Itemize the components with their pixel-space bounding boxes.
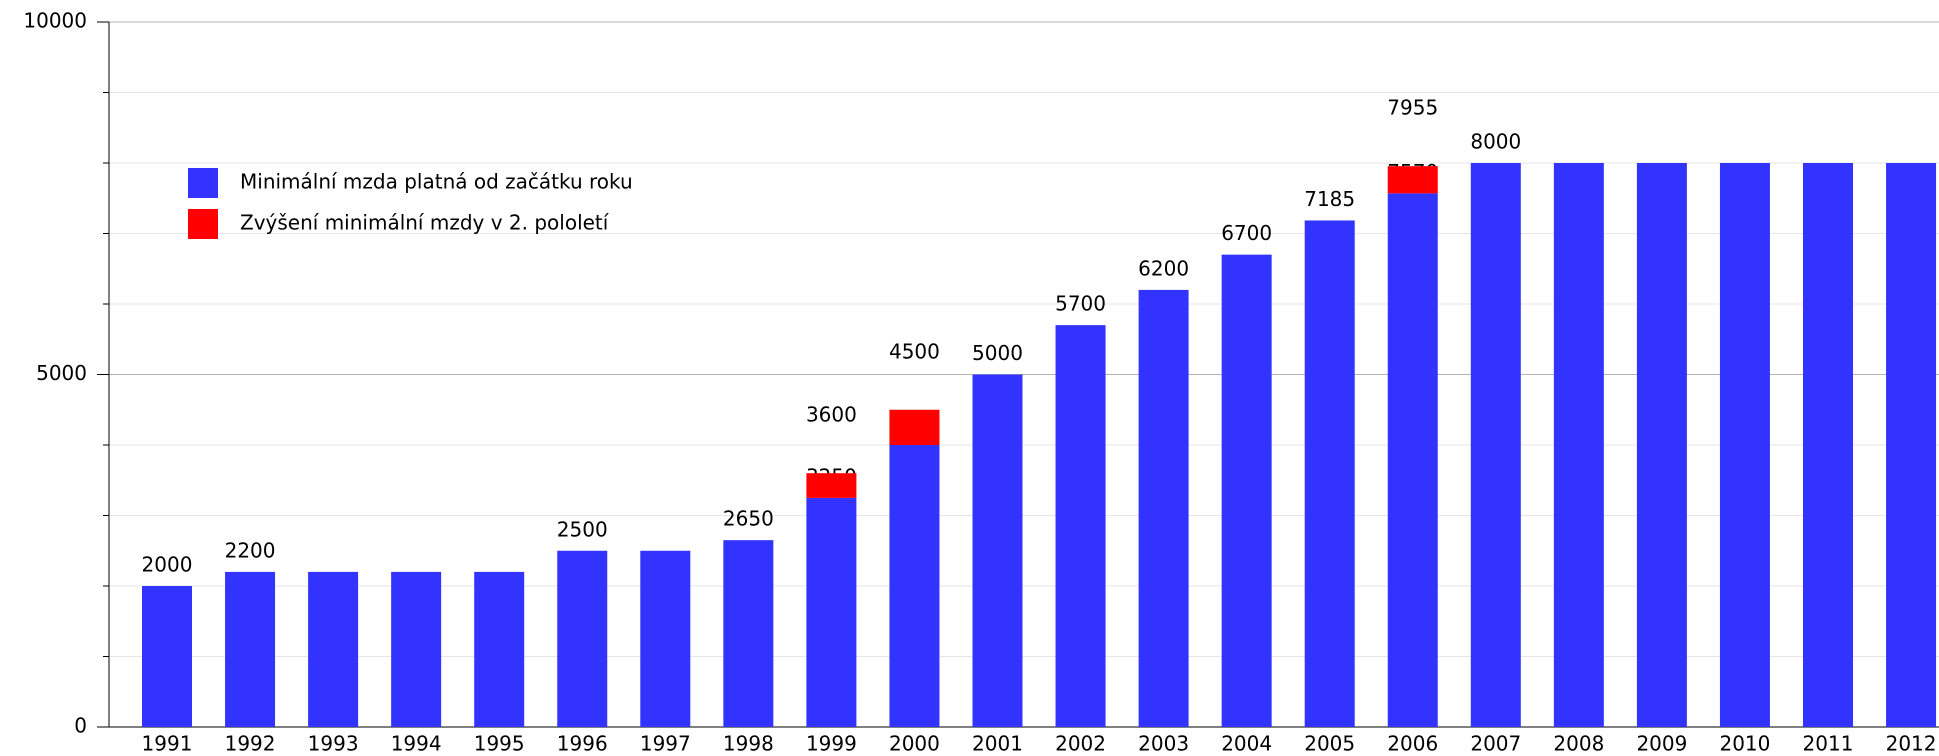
x-tick-label: 2002 bbox=[1055, 732, 1106, 756]
bar-segment bbox=[1553, 163, 1604, 727]
bar-segment bbox=[1304, 220, 1355, 727]
bar-segment bbox=[1470, 163, 1521, 727]
data-label: 2200 bbox=[225, 538, 276, 562]
bar-segment bbox=[1719, 163, 1770, 727]
bar-segment bbox=[972, 374, 1023, 727]
bar-segment bbox=[1636, 163, 1687, 727]
bar-segment bbox=[806, 497, 857, 727]
data-label: 5700 bbox=[1055, 292, 1106, 316]
x-tick-label: 1994 bbox=[391, 732, 442, 756]
bar-segment bbox=[1221, 254, 1272, 727]
x-tick-label: 2006 bbox=[1387, 732, 1438, 756]
bar-segment bbox=[889, 409, 940, 445]
data-label: 2000 bbox=[142, 553, 193, 577]
data-label: 5000 bbox=[972, 341, 1023, 365]
total-label: 7955 bbox=[1387, 96, 1438, 120]
x-tick-label: 1992 bbox=[225, 732, 276, 756]
y-tick-label: 0 bbox=[74, 714, 87, 738]
bar-segment bbox=[557, 550, 608, 727]
data-label: 2500 bbox=[557, 517, 608, 541]
bar-segment bbox=[1803, 163, 1853, 727]
legend-label: Minimální mzda platná od začátku roku bbox=[240, 170, 633, 194]
data-label: 6700 bbox=[1221, 221, 1272, 245]
x-tick-label: 2012 bbox=[1886, 732, 1937, 756]
bar-segment bbox=[142, 586, 192, 727]
data-label: 7185 bbox=[1304, 187, 1355, 211]
x-tick-label: 1993 bbox=[308, 732, 359, 756]
x-tick-label: 2003 bbox=[1138, 732, 1189, 756]
data-label: 8000 bbox=[1470, 130, 1521, 154]
bar-segment bbox=[225, 571, 276, 727]
x-tick-label: 2009 bbox=[1636, 732, 1687, 756]
bar-segment bbox=[1886, 163, 1937, 727]
x-tick-label: 2008 bbox=[1553, 732, 1604, 756]
legend-swatch bbox=[188, 209, 218, 239]
bar-segment bbox=[391, 571, 442, 727]
x-tick-label: 2005 bbox=[1304, 732, 1355, 756]
total-label: 3600 bbox=[806, 403, 857, 427]
bar-segment bbox=[474, 571, 525, 727]
x-tick-label: 2010 bbox=[1719, 732, 1770, 756]
data-label: 6200 bbox=[1138, 256, 1189, 280]
bar-segment bbox=[1387, 193, 1438, 727]
x-tick-label: 2000 bbox=[889, 732, 940, 756]
bar-segment bbox=[723, 540, 774, 727]
x-tick-label: 2004 bbox=[1221, 732, 1272, 756]
bar-segment bbox=[640, 550, 691, 727]
x-tick-label: 2007 bbox=[1470, 732, 1521, 756]
y-tick-label: 10000 bbox=[23, 9, 87, 33]
legend-swatch bbox=[188, 168, 218, 198]
x-tick-label: 1997 bbox=[640, 732, 691, 756]
bar-segment bbox=[308, 571, 359, 727]
y-tick-label: 5000 bbox=[36, 361, 87, 385]
x-tick-label: 1999 bbox=[806, 732, 857, 756]
bar-segment bbox=[1055, 325, 1106, 727]
x-tick-label: 2011 bbox=[1803, 732, 1854, 756]
data-label: 2650 bbox=[723, 507, 774, 531]
bar-segment bbox=[1138, 289, 1189, 727]
legend-label: Zvýšení minimální mzdy v 2. pololetí bbox=[240, 211, 610, 235]
x-tick-label: 1998 bbox=[723, 732, 774, 756]
bar-segment bbox=[889, 445, 940, 727]
total-label: 4500 bbox=[889, 339, 940, 363]
x-tick-label: 1991 bbox=[142, 732, 193, 756]
x-tick-label: 1995 bbox=[474, 732, 525, 756]
x-tick-label: 1996 bbox=[557, 732, 608, 756]
x-tick-label: 2001 bbox=[972, 732, 1023, 756]
bar-segment bbox=[806, 473, 857, 498]
bar-segment bbox=[1387, 166, 1438, 194]
